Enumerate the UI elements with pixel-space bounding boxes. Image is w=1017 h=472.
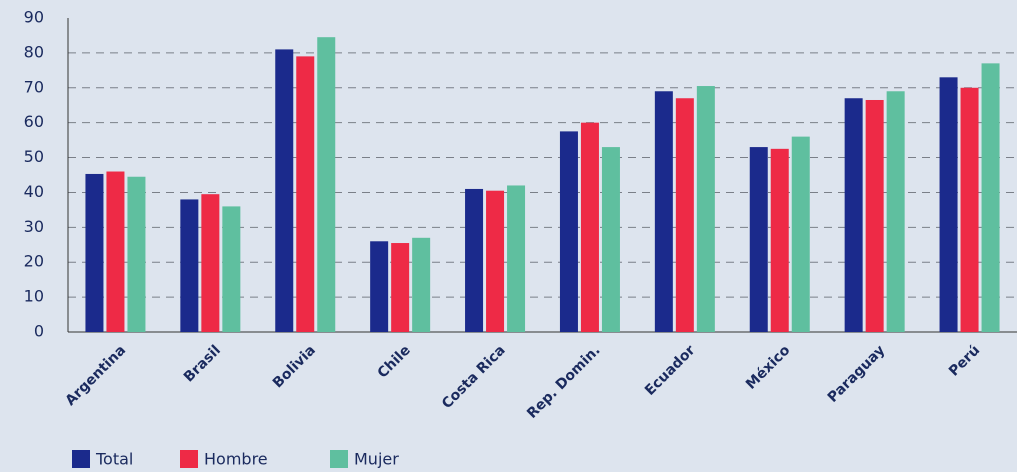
x-tick-label: Argentina (63, 342, 130, 409)
bar (106, 171, 125, 332)
legend-label: Hombre (204, 450, 268, 469)
x-tick-label: Chile (375, 342, 414, 381)
bar (180, 199, 199, 332)
x-tick-label: Bolivia (270, 342, 319, 391)
bar (770, 148, 789, 332)
bar (749, 147, 768, 332)
x-tick-label: Paraguay (825, 342, 889, 406)
x-tick-label: Ecuador (642, 342, 699, 399)
bar (296, 56, 315, 332)
legend-swatch (180, 450, 198, 468)
bar (675, 98, 694, 332)
bar (317, 37, 336, 332)
bar (507, 185, 526, 332)
bar (601, 147, 620, 332)
bar (559, 131, 578, 332)
bar (201, 194, 220, 332)
x-tick-label: Costa Rica (439, 342, 509, 412)
bar (696, 86, 715, 333)
bar (654, 91, 673, 333)
y-tick-label: 90 (24, 8, 44, 27)
legend-swatch (72, 450, 90, 468)
legend-label: Total (95, 450, 133, 469)
bar (391, 243, 410, 332)
bar (844, 98, 863, 332)
bar (85, 173, 104, 332)
legend-label: Mujer (354, 450, 399, 469)
bar (412, 237, 431, 332)
bar (791, 136, 810, 332)
bar (275, 49, 294, 333)
bar (465, 188, 484, 332)
y-tick-label: 50 (24, 147, 44, 166)
bar (222, 206, 241, 332)
bar (981, 63, 1000, 332)
y-tick-label: 30 (24, 217, 44, 236)
x-tick-label: Perú (946, 342, 983, 379)
y-tick-label: 20 (24, 252, 44, 271)
y-tick-label: 60 (24, 112, 44, 131)
x-tick-label: Rep. Domin. (524, 342, 603, 421)
bar (580, 122, 599, 333)
y-tick-label: 70 (24, 77, 44, 96)
y-tick-label: 0 (34, 322, 44, 341)
y-tick-label: 80 (24, 42, 44, 61)
y-tick-label: 10 (24, 287, 44, 306)
bar (865, 99, 884, 332)
bar (127, 176, 146, 332)
bar (939, 77, 958, 332)
x-tick-label: México (743, 342, 794, 393)
bar (960, 87, 979, 333)
bar (370, 241, 389, 332)
bar (886, 91, 905, 333)
legend-swatch (330, 450, 348, 468)
y-tick-label: 40 (24, 182, 44, 201)
bar (486, 190, 505, 332)
x-tick-label: Brasil (181, 342, 224, 385)
